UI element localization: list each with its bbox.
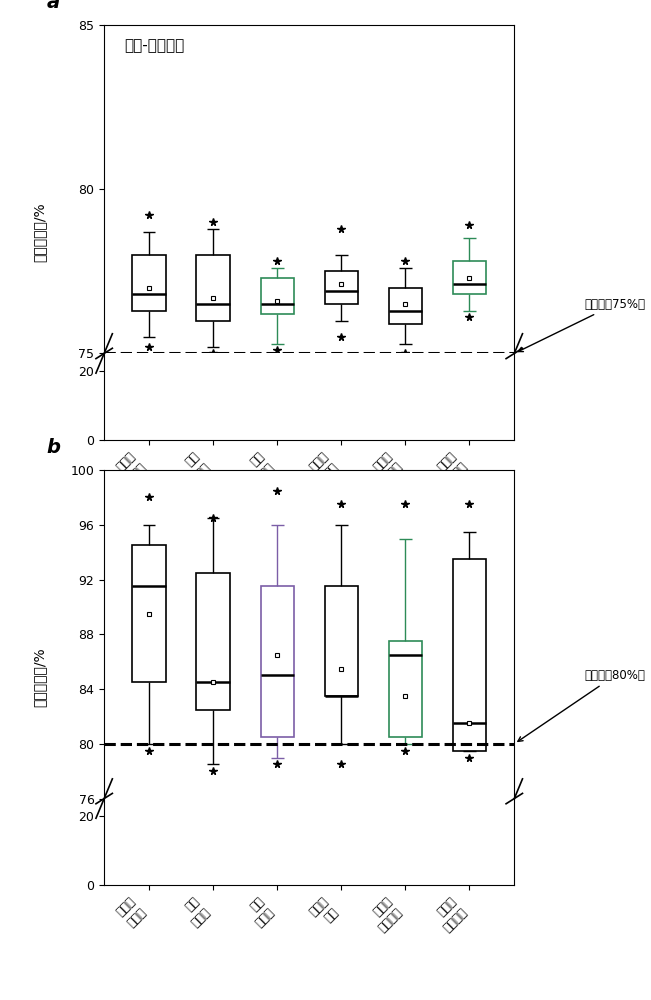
Text: a: a [47, 0, 60, 12]
Bar [260, 586, 294, 737]
Text: 达标线（75%）: 达标线（75%） [518, 298, 646, 352]
Bar [132, 255, 165, 311]
Bar [389, 641, 422, 737]
Bar [325, 586, 358, 696]
Text: b: b [47, 438, 61, 457]
Bar [197, 255, 230, 321]
Bar [389, 288, 422, 324]
Bar [453, 261, 486, 294]
Text: 氨氮去除率/%: 氨氮去除率/% [32, 203, 46, 262]
Text: 间歇-连续运行: 间歇-连续运行 [125, 38, 185, 53]
Bar [260, 278, 294, 314]
Bar [132, 545, 165, 682]
Bar [325, 271, 358, 304]
Bar [197, 573, 230, 710]
Text: 总磷去除率/%: 总磷去除率/% [32, 648, 46, 707]
Text: 达标线（80%）: 达标线（80%） [518, 669, 646, 741]
Bar [453, 559, 486, 751]
